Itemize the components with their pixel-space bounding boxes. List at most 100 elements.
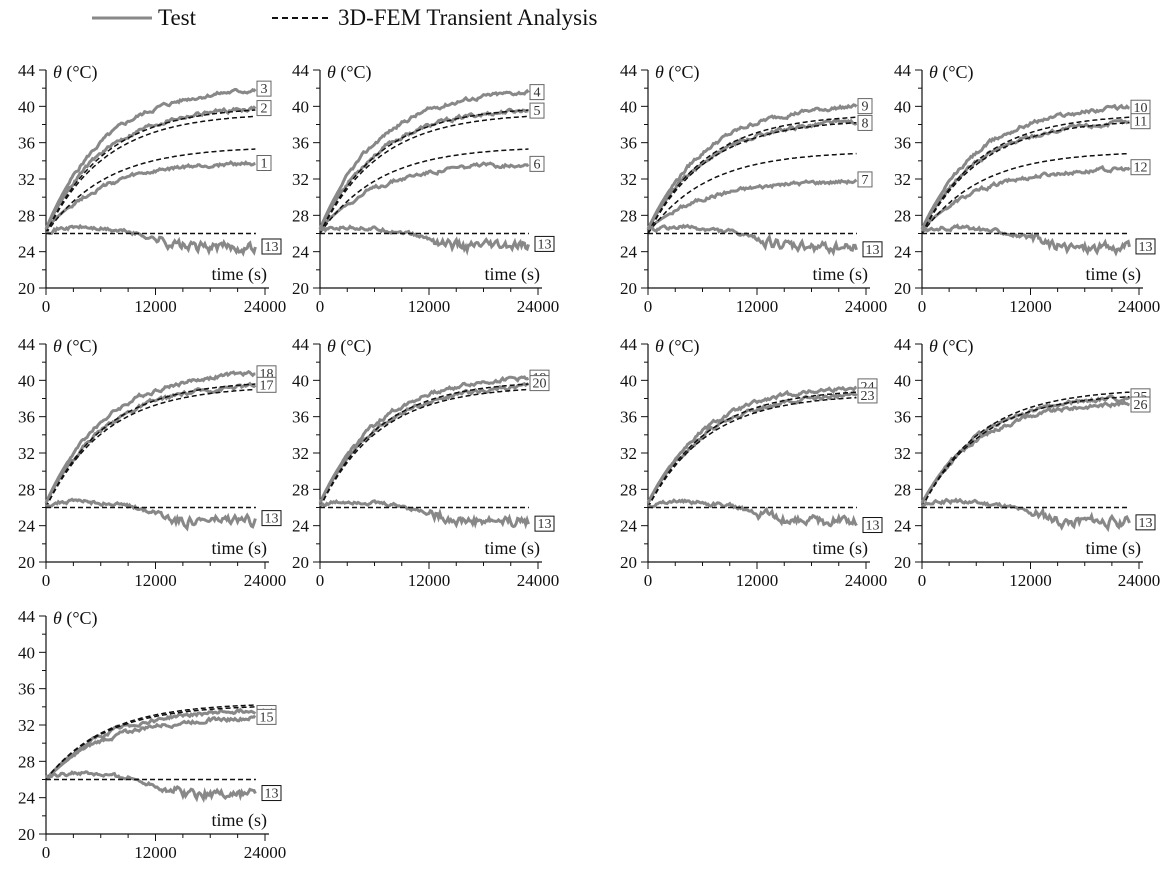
y-tick-label: 28 bbox=[620, 480, 637, 499]
x-tick-label: 0 bbox=[42, 297, 51, 316]
x-tick-label: 12000 bbox=[1009, 571, 1052, 590]
series-label-box bbox=[256, 708, 277, 725]
y-tick-label: 20 bbox=[894, 279, 911, 298]
y-tick-label: 20 bbox=[292, 279, 309, 298]
y-tick-label: 44 bbox=[620, 61, 638, 80]
x-axis-title: time (s) bbox=[212, 264, 268, 285]
legend-item-fem: 3D-FEM Transient Analysis bbox=[272, 4, 597, 32]
series-label-box bbox=[529, 102, 545, 119]
series-label: 13 bbox=[1139, 516, 1153, 531]
y-tick-label: 28 bbox=[292, 206, 309, 225]
y-tick-label: 20 bbox=[894, 553, 911, 572]
fem-series-line bbox=[647, 396, 857, 508]
test-series-line bbox=[318, 88, 530, 230]
y-tick-label: 24 bbox=[620, 243, 638, 262]
y-tick-label: 20 bbox=[620, 553, 637, 572]
legend-swatch-test bbox=[92, 16, 152, 20]
fem-series-line bbox=[647, 152, 857, 234]
series-label: 23 bbox=[861, 389, 875, 404]
fem-series-line bbox=[921, 121, 1130, 234]
y-tick-label: 36 bbox=[18, 408, 35, 427]
y-tick-label: 28 bbox=[620, 206, 637, 225]
x-axis-title: time (s) bbox=[485, 538, 541, 559]
y-tick-label: 40 bbox=[18, 97, 35, 116]
series-label-box bbox=[256, 80, 272, 97]
series-label: 6 bbox=[534, 157, 541, 172]
chart-panel-4: 20 24 28 32 36 40 44 0 12000 24000 θ (°C) time (s) 1… bbox=[894, 61, 1160, 316]
test-series-line bbox=[647, 178, 858, 231]
series-label: 13 bbox=[538, 237, 552, 252]
fem-series-line bbox=[319, 115, 529, 234]
x-tick-label: 12000 bbox=[408, 297, 451, 316]
chart-panel-9: 20 24 28 32 36 40 44 0 12000 24000 θ (°C) time (s) 1… bbox=[18, 607, 286, 862]
test-series-line bbox=[646, 391, 858, 504]
legend-swatch-fem bbox=[272, 17, 332, 19]
y-tick-label: 40 bbox=[292, 371, 309, 390]
test-series-line bbox=[318, 224, 530, 256]
test-series-line bbox=[318, 161, 530, 230]
x-tick-label: 24000 bbox=[1118, 297, 1161, 316]
fem-series-line bbox=[319, 388, 529, 508]
series-label-box bbox=[261, 510, 282, 527]
legend: Test 3D-FEM Transient Analysis bbox=[0, 0, 1173, 36]
y-tick-label: 40 bbox=[18, 643, 35, 662]
x-tick-label: 12000 bbox=[1009, 297, 1052, 316]
fem-series-line bbox=[45, 109, 256, 234]
x-tick-label: 12000 bbox=[736, 571, 779, 590]
test-series-line bbox=[920, 103, 1130, 230]
fem-series-line bbox=[647, 116, 857, 234]
test-series-line bbox=[318, 375, 530, 504]
series-label-box bbox=[862, 517, 883, 534]
series-label: 20 bbox=[533, 377, 547, 392]
fem-series-line bbox=[921, 391, 1130, 508]
series-label-box bbox=[1135, 514, 1156, 531]
test-series-line bbox=[646, 385, 858, 504]
x-tick-label: 0 bbox=[316, 571, 325, 590]
x-axis-title: time (s) bbox=[485, 264, 541, 285]
y-tick-label: 36 bbox=[292, 408, 309, 427]
y-tick-label: 24 bbox=[18, 243, 36, 262]
series-label: 13 bbox=[265, 240, 279, 255]
fem-series-line bbox=[45, 704, 256, 780]
x-tick-label: 24000 bbox=[244, 297, 287, 316]
series-label-box bbox=[534, 235, 555, 252]
series-label-box bbox=[1135, 238, 1156, 255]
y-tick-label: 40 bbox=[894, 371, 911, 390]
x-tick-label: 24000 bbox=[244, 843, 287, 862]
y-tick-label: 24 bbox=[894, 243, 912, 262]
y-tick-label: 32 bbox=[292, 170, 309, 189]
y-tick-label: 36 bbox=[620, 408, 637, 427]
y-tick-label: 32 bbox=[620, 170, 637, 189]
y-tick-label: 28 bbox=[18, 206, 35, 225]
x-tick-label: 12000 bbox=[134, 297, 177, 316]
y-tick-label: 36 bbox=[18, 680, 35, 699]
y-tick-label: 28 bbox=[18, 480, 35, 499]
series-label: 13 bbox=[1139, 240, 1153, 255]
y-tick-label: 32 bbox=[620, 444, 637, 463]
test-series-line bbox=[920, 223, 1131, 257]
series-label: 4 bbox=[534, 86, 541, 101]
x-tick-label: 24000 bbox=[845, 571, 888, 590]
series-label: 8 bbox=[862, 116, 869, 131]
y-tick-label: 20 bbox=[18, 279, 35, 298]
y-tick-label: 36 bbox=[292, 134, 309, 153]
x-tick-label: 24000 bbox=[845, 297, 888, 316]
y-tick-label: 40 bbox=[620, 371, 637, 390]
fem-series-line bbox=[45, 388, 256, 508]
y-tick-label: 36 bbox=[894, 408, 911, 427]
fem-series-line bbox=[319, 148, 529, 234]
x-tick-label: 0 bbox=[316, 297, 325, 316]
y-tick-label: 44 bbox=[894, 335, 912, 354]
y-tick-label: 44 bbox=[620, 335, 638, 354]
y-tick-label: 32 bbox=[18, 444, 35, 463]
series-label-box bbox=[529, 84, 545, 101]
series-label: 13 bbox=[265, 512, 279, 527]
y-tick-label: 28 bbox=[18, 752, 35, 771]
series-label: 17 bbox=[260, 378, 274, 393]
y-tick-label: 32 bbox=[894, 170, 911, 189]
x-axis-title: time (s) bbox=[813, 264, 869, 285]
y-tick-label: 32 bbox=[18, 170, 35, 189]
test-series-line bbox=[44, 105, 257, 230]
test-series-line bbox=[646, 103, 858, 230]
y-tick-label: 44 bbox=[292, 61, 310, 80]
